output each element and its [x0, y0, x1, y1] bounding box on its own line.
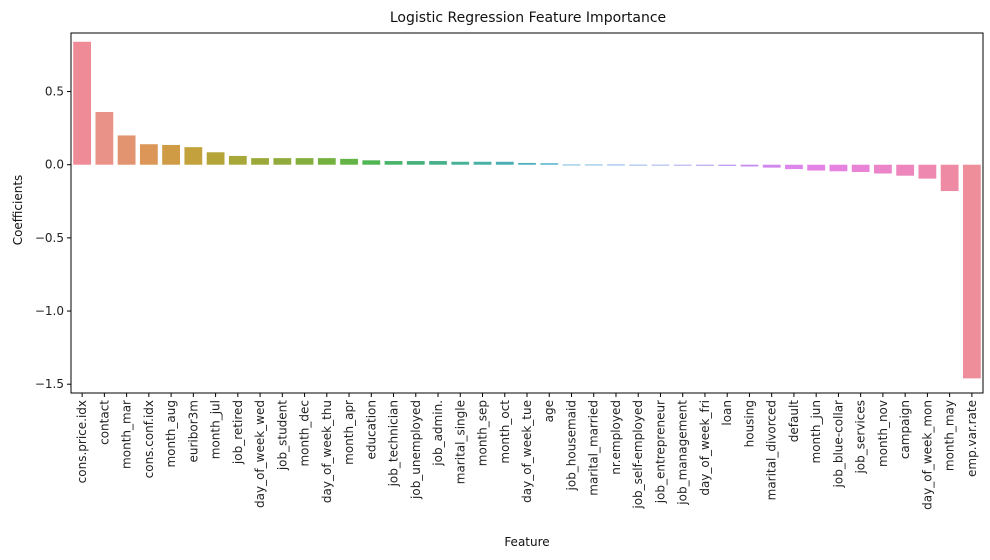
- x-tick-label: job_unemployed: [409, 400, 423, 500]
- x-tick-label: month_dec: [298, 400, 312, 467]
- bar-euribor3m: [184, 147, 203, 165]
- x-tick-label: job_services: [854, 400, 868, 475]
- bar-day_of_week_thu: [317, 158, 336, 165]
- bar-job_entrepreneur: [651, 164, 670, 166]
- x-tick-label: euribor3m: [186, 400, 200, 462]
- bar-job_retired: [228, 155, 247, 165]
- x-tick-label: cons.price.idx: [75, 400, 89, 483]
- bar-cons.conf.idx: [139, 144, 158, 165]
- x-tick-label: month_oct: [498, 400, 512, 464]
- x-tick-label: age: [542, 400, 556, 422]
- bar-job_self-employed: [629, 164, 648, 166]
- bar-emp.var.rate: [962, 164, 981, 379]
- x-tick-label: default: [787, 400, 801, 443]
- bar-loan: [718, 164, 737, 166]
- x-tick-label: campaign: [898, 400, 912, 459]
- x-tick-label: marital_married: [587, 400, 601, 496]
- bar-day_of_week_mon: [918, 164, 937, 179]
- x-tick-label: job_entrepreneur: [653, 400, 667, 504]
- bar-month_mar: [117, 135, 136, 165]
- x-tick-label: job_management: [676, 400, 690, 506]
- x-tick-label: marital_single: [453, 400, 467, 484]
- x-tick-label: job_blue-collar: [831, 400, 845, 489]
- bar-job_management: [673, 164, 692, 166]
- bar-nr.employed: [607, 164, 625, 166]
- x-tick-label: month_jul: [209, 400, 223, 459]
- x-tick-label: month_may: [943, 400, 957, 471]
- x-tick-label: contact: [97, 400, 111, 445]
- x-tick-label: job_technician: [387, 400, 401, 487]
- bar-month_oct: [495, 161, 514, 165]
- x-axis-title: Feature: [504, 535, 549, 549]
- bar-day_of_week_tue: [518, 162, 536, 165]
- x-tick-label: month_aug: [164, 400, 178, 468]
- bar-campaign: [896, 164, 915, 176]
- bar-day_of_week_fri: [696, 164, 714, 166]
- bar-month_nov: [874, 164, 892, 174]
- y-axis-title: Coefficients: [11, 175, 25, 246]
- x-tick-label: day_of_week_thu: [320, 400, 334, 503]
- bar-job_services: [851, 164, 870, 173]
- bar-marital_married: [584, 164, 603, 166]
- bar-age: [540, 163, 559, 165]
- x-tick-label: job_retired: [231, 400, 245, 465]
- x-tick-label: nr.employed: [609, 400, 623, 475]
- y-tick-label: −0.5: [35, 231, 64, 245]
- bar-job_student: [273, 158, 292, 165]
- bar-housing: [740, 164, 759, 167]
- x-tick-label: day_of_week_mon: [920, 400, 934, 510]
- bar-month_apr: [340, 158, 358, 165]
- bar-marital_single: [451, 161, 470, 165]
- x-tick-label: job_housemaid: [564, 400, 578, 491]
- x-tick-label: month_sep: [476, 400, 490, 466]
- x-tick-label: month_mar: [120, 400, 134, 469]
- bar-job_technician: [384, 161, 403, 165]
- bar-marital_divorced: [762, 164, 781, 168]
- x-tick-label: emp.var.rate: [965, 400, 979, 477]
- x-tick-label: day_of_week_wed: [253, 400, 267, 508]
- x-tick-label: marital_divorced: [765, 400, 779, 500]
- x-tick-label: month_nov: [876, 400, 890, 467]
- bar-month_may: [940, 164, 959, 192]
- y-tick-label: −1.0: [35, 304, 64, 318]
- bar-month_jun: [807, 164, 826, 171]
- bar-day_of_week_wed: [251, 158, 269, 165]
- y-tick-label: −1.5: [35, 377, 64, 391]
- x-tick-label: housing: [742, 400, 756, 447]
- bar-default: [785, 164, 803, 170]
- bar-education: [362, 160, 381, 165]
- bar-month_sep: [473, 161, 492, 165]
- bar-job_unemployed: [406, 161, 425, 165]
- x-tick-label: job_self-employed: [631, 400, 645, 510]
- chart-title: Logistic Regression Feature Importance: [390, 10, 666, 26]
- plot-area-frame: [70, 32, 984, 394]
- x-tick-label: education: [364, 400, 378, 460]
- y-tick-label: 0.5: [45, 85, 64, 99]
- bar-job_admin.: [429, 161, 447, 165]
- bar-month_aug: [162, 144, 180, 165]
- y-tick-label: 0.0: [45, 158, 64, 172]
- x-tick-label: loan: [720, 400, 734, 426]
- x-tick-label: cons.conf.idx: [142, 400, 156, 478]
- bar-month_dec: [295, 158, 314, 165]
- x-tick-label: day_of_week_tue: [520, 400, 534, 503]
- bar-cons.price.idx: [73, 41, 92, 165]
- bar-job_housemaid: [562, 164, 581, 166]
- x-tick-label: month_apr: [342, 400, 356, 465]
- bar-contact: [95, 112, 114, 165]
- bar-job_blue-collar: [829, 164, 848, 172]
- x-tick-label: job_admin.: [431, 400, 445, 467]
- x-tick-label: day_of_week_fri: [698, 400, 712, 496]
- x-tick-label: job_student: [275, 400, 289, 471]
- bar-month_jul: [206, 152, 225, 165]
- x-tick-label: month_jun: [809, 400, 823, 464]
